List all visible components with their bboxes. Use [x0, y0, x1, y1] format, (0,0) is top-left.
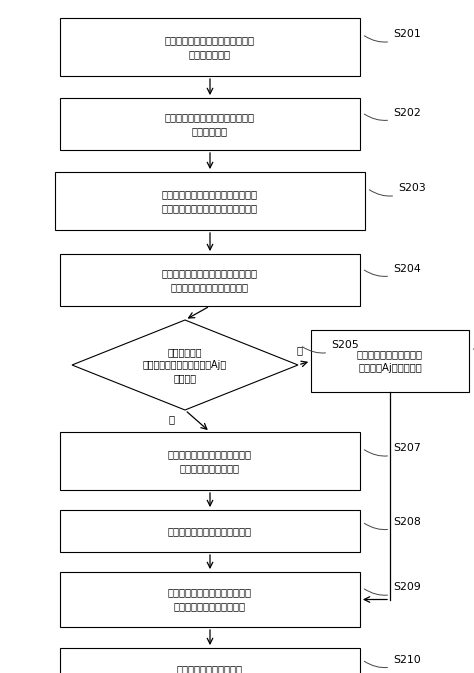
Text: 获取来自多个参考位置的访问页面
的多个访问数据: 获取来自多个参考位置的访问页面 的多个访问数据	[165, 35, 255, 59]
Text: S203: S203	[369, 183, 426, 196]
Text: 读取各个访问数据的标识: 读取各个访问数据的标识	[177, 664, 243, 673]
Text: 是: 是	[297, 345, 302, 355]
Text: 分别计算每个未知访问数据的位
置与参考点的第二距离: 分别计算每个未知访问数据的位 置与参考点的第二距离	[168, 449, 252, 473]
Text: S204: S204	[365, 264, 421, 277]
Text: 从多个访问数据中获取待
显示位置Aj的访问数据: 从多个访问数据中获取待 显示位置Aj的访问数据	[357, 349, 423, 373]
Text: S207: S207	[365, 444, 421, 456]
FancyBboxPatch shape	[60, 254, 360, 306]
Text: S205: S205	[302, 340, 359, 353]
Text: S201: S201	[365, 29, 421, 42]
Text: 根据第一距离和多个访问数据建立关
于位置和访问数据的目标方程: 根据第一距离和多个访问数据建立关 于位置和访问数据的目标方程	[162, 268, 258, 292]
FancyBboxPatch shape	[60, 432, 360, 490]
Text: S209: S209	[365, 582, 421, 595]
Text: 分别计算多个参考位置中非参考位置
的每个参考位置与参考点的第一距离: 分别计算多个参考位置中非参考位置 的每个参考位置与参考点的第一距离	[162, 189, 258, 213]
FancyBboxPatch shape	[60, 572, 360, 627]
Text: S202: S202	[365, 108, 421, 120]
Text: 判断多个访问
数据中是否包括待显示位置Aj的
访问数据: 判断多个访问 数据中是否包括待显示位置Aj的 访问数据	[143, 347, 227, 383]
Text: 将第二距离分别代入至目标方程: 将第二距离分别代入至目标方程	[168, 526, 252, 536]
Text: S208: S208	[365, 517, 421, 530]
FancyBboxPatch shape	[60, 648, 360, 673]
Text: 否: 否	[169, 414, 175, 424]
FancyBboxPatch shape	[60, 510, 360, 552]
FancyBboxPatch shape	[60, 18, 360, 76]
FancyBboxPatch shape	[55, 172, 365, 230]
FancyBboxPatch shape	[60, 98, 360, 150]
Text: 选取多个参考位置中的任意一个位
置作为参考点: 选取多个参考位置中的任意一个位 置作为参考点	[165, 112, 255, 136]
Polygon shape	[72, 320, 298, 410]
Text: S210: S210	[365, 655, 421, 668]
FancyBboxPatch shape	[311, 330, 469, 392]
Text: 根据目标方程计算得出每个未知
访问数据的位置的访问数据: 根据目标方程计算得出每个未知 访问数据的位置的访问数据	[168, 588, 252, 612]
